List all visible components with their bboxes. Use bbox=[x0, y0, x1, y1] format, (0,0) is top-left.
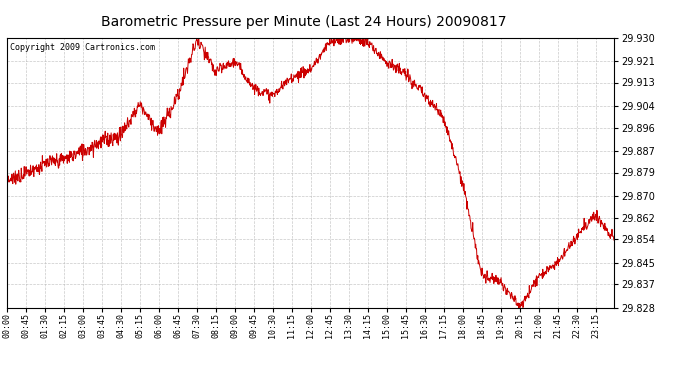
Text: Barometric Pressure per Minute (Last 24 Hours) 20090817: Barometric Pressure per Minute (Last 24 … bbox=[101, 15, 506, 29]
Text: Copyright 2009 Cartronics.com: Copyright 2009 Cartronics.com bbox=[10, 43, 155, 52]
